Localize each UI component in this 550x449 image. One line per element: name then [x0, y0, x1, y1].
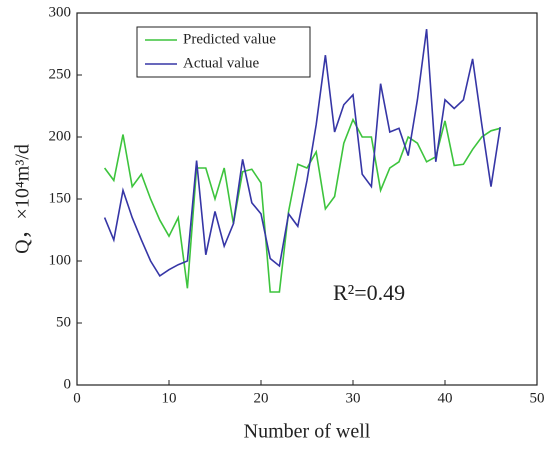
y-axis-title: Q，×10⁴m³/d	[12, 144, 34, 254]
x-tick-label: 50	[530, 390, 545, 406]
y-tick-label: 200	[49, 128, 72, 144]
y-tick-label: 150	[49, 190, 72, 206]
x-tick-label: 30	[346, 390, 361, 406]
legend-box	[136, 26, 311, 78]
series-line	[103, 29, 501, 278]
series-line	[103, 117, 501, 293]
x-tick-label: 0	[73, 390, 81, 406]
legend-label: Predicted value	[183, 31, 276, 47]
x-axis-title: Number of well	[244, 421, 371, 443]
y-tick-label: 300	[49, 4, 72, 20]
y-tick-label: 50	[56, 314, 71, 330]
y-tick-label: 0	[64, 376, 72, 392]
x-tick-label: 20	[254, 390, 269, 406]
legend-label: Actual value	[183, 55, 260, 71]
y-tick-label: 250	[49, 66, 72, 82]
annotation: R²=0.49	[333, 280, 405, 305]
x-tick-label: 40	[438, 390, 453, 406]
y-tick-label: 100	[49, 252, 72, 268]
x-tick-label: 10	[162, 390, 177, 406]
